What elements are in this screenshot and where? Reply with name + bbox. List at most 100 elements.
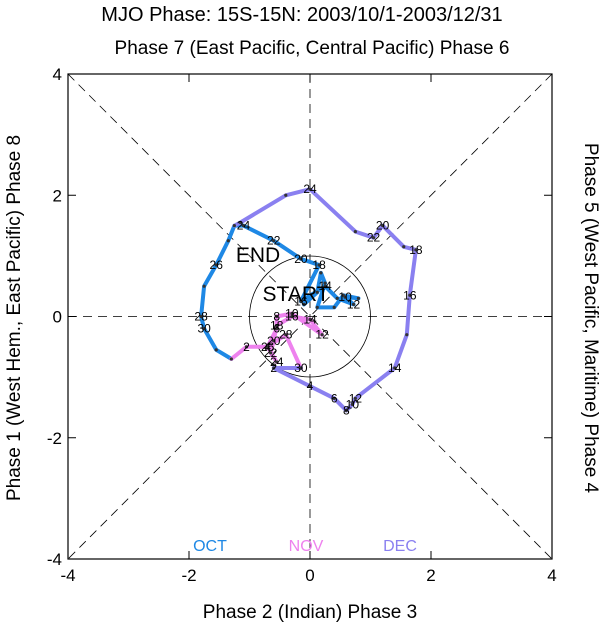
y-tick-label: 2	[53, 186, 62, 205]
data-point	[202, 327, 206, 331]
data-point	[405, 333, 409, 337]
day-label: 20	[376, 219, 390, 233]
data-point	[232, 223, 236, 228]
day-label: 24	[270, 355, 284, 369]
legend: OCT NOV DEC	[193, 538, 417, 555]
day-label: 16	[403, 288, 417, 302]
data-point	[317, 263, 321, 267]
data-point	[275, 314, 279, 319]
data-point	[202, 284, 206, 288]
data-point	[308, 384, 312, 388]
x-tick-labels: -4 -2 0 2 4	[60, 566, 556, 585]
day-label: 22	[264, 346, 278, 360]
day-label: 20	[294, 252, 308, 266]
top-axis-label: Phase 7 (East Pacific, Central Pacific) …	[115, 38, 510, 59]
day-label: 30	[294, 361, 308, 375]
x-tick-label: 2	[426, 566, 435, 585]
day-label: 4	[307, 379, 314, 393]
day-label: 4	[264, 340, 271, 354]
day-label: 22	[367, 231, 381, 245]
data-point	[414, 248, 418, 252]
day-label: 6	[273, 322, 280, 336]
right-axis-label: Phase 5 (West Pacific, Maritime) Phase 4	[580, 143, 601, 494]
data-point	[275, 323, 279, 328]
data-point	[284, 193, 288, 197]
day-label: 10	[338, 290, 352, 304]
day-label: 20	[267, 334, 281, 348]
day-label: 10	[285, 306, 299, 320]
data-point	[408, 293, 412, 297]
day-label: 28	[279, 328, 293, 342]
legend-dec: DEC	[383, 538, 417, 555]
data-point	[402, 245, 406, 249]
data-point	[351, 302, 356, 306]
data-point	[315, 290, 319, 294]
day-label: 6	[331, 391, 338, 405]
data-point	[275, 327, 279, 331]
data-point	[308, 317, 312, 322]
data-point	[323, 284, 327, 288]
day-label: 24	[303, 182, 317, 196]
data-point	[332, 396, 336, 400]
y-tick-label: -4	[47, 550, 62, 569]
day-label: 26	[210, 258, 224, 272]
day-label: 16	[294, 294, 308, 308]
data-point	[319, 271, 323, 275]
data-point	[335, 296, 339, 300]
end-label: END	[236, 244, 280, 267]
data-point	[241, 223, 246, 228]
data-point	[332, 305, 336, 310]
day-label: 18	[312, 258, 326, 272]
trajectory-lines	[199, 187, 418, 413]
series-line-nov	[229, 311, 325, 370]
data-point	[353, 230, 357, 234]
unit-circle	[249, 255, 371, 378]
legend-nov: NOV	[289, 538, 324, 555]
data-point	[371, 236, 376, 240]
y-tick-labels: -4 -2 0 2 4	[47, 65, 62, 569]
data-point	[284, 333, 288, 337]
data-point	[343, 295, 347, 299]
data-point	[353, 396, 357, 400]
tick-marks	[67, 73, 553, 560]
x-tick-label: -4	[60, 566, 75, 585]
day-label: 30	[197, 322, 211, 336]
data-point	[302, 302, 306, 306]
x-tick-label: -2	[181, 566, 196, 585]
data-point	[290, 314, 294, 319]
data-point	[350, 402, 354, 407]
data-point	[269, 351, 273, 355]
legend-oct: OCT	[193, 538, 227, 555]
day-label: 8	[343, 403, 350, 417]
data-point	[323, 281, 327, 285]
day-label: 8	[273, 310, 280, 324]
day-label: 28	[194, 310, 208, 324]
day-label: 18	[270, 319, 284, 333]
day-label: 22	[267, 234, 281, 248]
day-label: 2	[270, 361, 277, 375]
y-tick-label: 0	[53, 308, 62, 327]
data-point	[320, 333, 324, 337]
data-point	[272, 239, 276, 243]
chart-title: MJO Phase: 15S-15N: 2003/10/1-2003/12/31	[101, 4, 502, 26]
bottom-axis-label: Phase 2 (Indian) Phase 3	[203, 602, 417, 623]
day-label: 26	[261, 340, 275, 354]
data-point	[275, 360, 279, 364]
data-point	[344, 408, 348, 413]
diagonal-line-1	[67, 73, 553, 560]
data-point	[290, 311, 294, 316]
day-label: 14	[303, 313, 317, 327]
day-label: 24	[237, 219, 251, 233]
data-point	[393, 366, 397, 370]
y-tick-label: -2	[47, 429, 62, 448]
data-point	[299, 257, 303, 261]
data-point	[238, 220, 243, 225]
day-label: 12	[315, 328, 329, 342]
start-label: START	[263, 283, 330, 306]
data-point	[266, 345, 270, 349]
left-axis-label: Phase 1 (West Hem., East Pacific) Phase …	[4, 135, 25, 501]
data-point	[272, 339, 276, 343]
data-point	[214, 263, 218, 267]
